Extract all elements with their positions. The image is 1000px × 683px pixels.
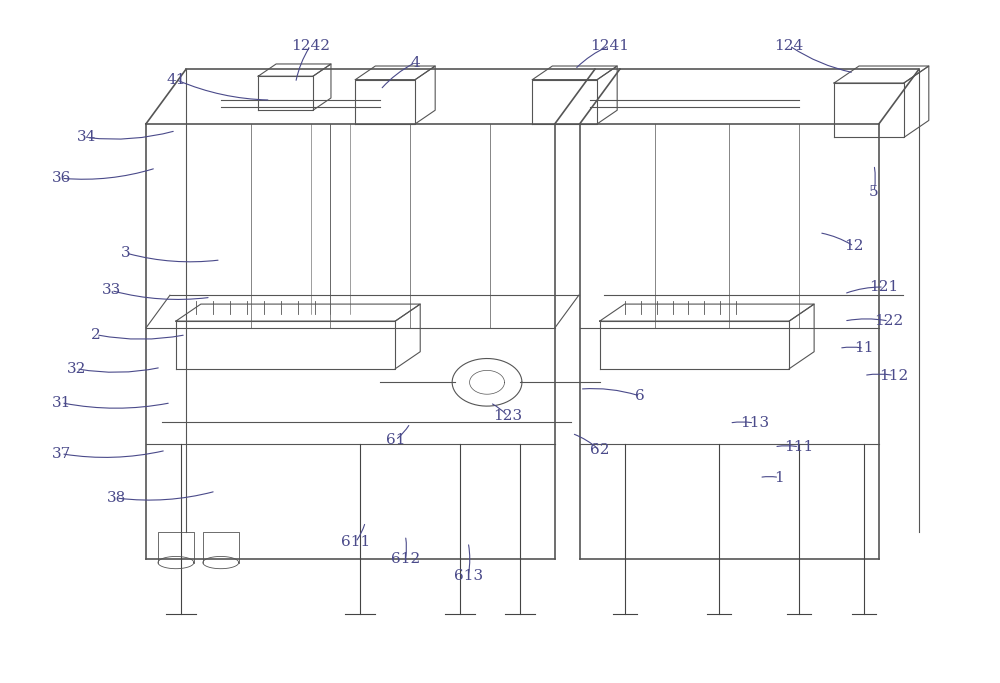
Text: 62: 62 — [590, 443, 609, 458]
Text: 1: 1 — [774, 471, 784, 484]
Text: 112: 112 — [879, 369, 909, 382]
Text: 2: 2 — [91, 328, 101, 342]
Text: 6: 6 — [635, 389, 644, 403]
Text: 124: 124 — [775, 39, 804, 53]
Text: 611: 611 — [341, 535, 370, 549]
Text: 61: 61 — [386, 433, 405, 447]
Text: 5: 5 — [869, 185, 879, 199]
Text: 12: 12 — [844, 239, 864, 253]
Text: 11: 11 — [854, 342, 874, 355]
Text: 123: 123 — [493, 409, 523, 423]
Text: 38: 38 — [106, 491, 126, 505]
Text: 1242: 1242 — [291, 39, 330, 53]
Text: 613: 613 — [454, 569, 483, 583]
Text: 3: 3 — [121, 246, 131, 260]
Text: 121: 121 — [869, 280, 899, 294]
Text: 33: 33 — [101, 283, 121, 298]
Text: 37: 37 — [52, 447, 71, 461]
Text: 31: 31 — [52, 395, 71, 410]
Text: 113: 113 — [740, 416, 769, 430]
Text: 32: 32 — [66, 362, 86, 376]
Text: 122: 122 — [874, 314, 904, 328]
Text: 34: 34 — [76, 130, 96, 144]
Text: 4: 4 — [410, 55, 420, 70]
Text: 1241: 1241 — [590, 39, 629, 53]
Text: 612: 612 — [391, 552, 420, 566]
Text: 41: 41 — [166, 72, 186, 87]
Text: 36: 36 — [52, 171, 71, 185]
Text: 111: 111 — [785, 440, 814, 454]
